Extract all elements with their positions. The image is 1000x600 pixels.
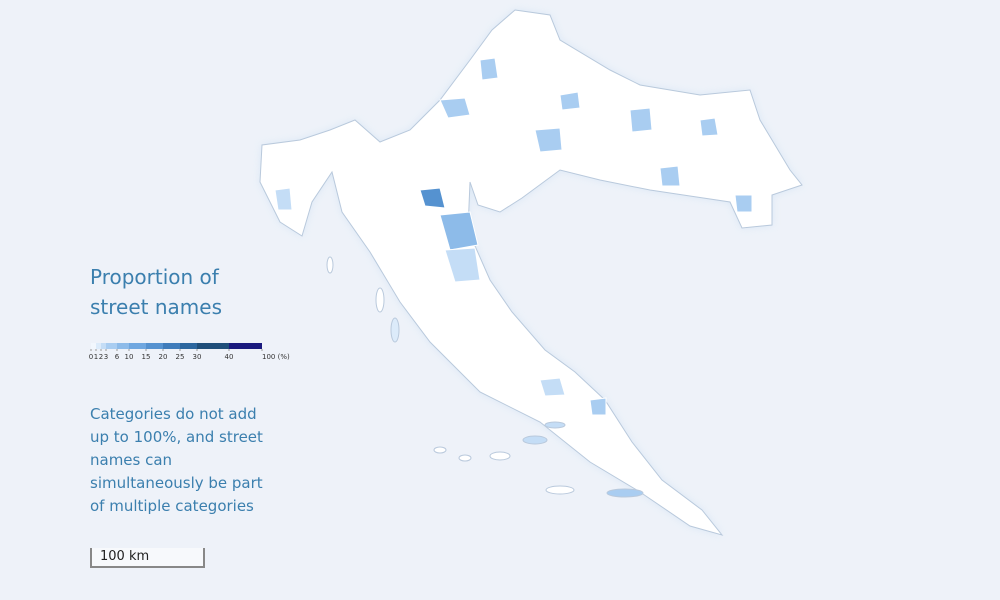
- legend-tick-label: 100 (%): [262, 353, 290, 361]
- legend-tick-label: 30: [193, 353, 202, 361]
- scale-bar: 100 km: [90, 548, 205, 568]
- legend-swatch: [197, 343, 229, 349]
- legend-swatch: [229, 343, 262, 349]
- legend-tick-label: 20: [159, 353, 168, 361]
- legend-tick-label: 0: [89, 353, 93, 361]
- country: [259, 9, 803, 536]
- legend-swatch: [117, 343, 129, 349]
- legend-swatch: [101, 343, 106, 349]
- legend-tick-label: 15: [142, 353, 151, 361]
- legend-title: Proportion of street names: [90, 265, 222, 319]
- legend-tick-label: 10: [125, 353, 134, 361]
- note: Categories do not add up to 100%, and st…: [90, 405, 263, 515]
- legend-tick-label: 2: [99, 353, 103, 361]
- legend-tick-label: 25: [176, 353, 185, 361]
- legend-tick-label: 40: [225, 353, 234, 361]
- legend-swatch: [129, 343, 146, 349]
- legend-swatch: [106, 343, 117, 349]
- legend-swatch: [146, 343, 163, 349]
- legend-tick-label: 3: [104, 353, 108, 361]
- legend-swatch: [96, 343, 101, 349]
- legend-tick-label: 1: [94, 353, 98, 361]
- legend: 0 1 2 3 6 10 15 20 25 30 40 100 (%): [89, 343, 290, 361]
- legend-tick-label: 6: [115, 353, 120, 361]
- legend-swatch: [163, 343, 180, 349]
- legend-swatch: [91, 343, 96, 349]
- legend-swatch: [180, 343, 197, 349]
